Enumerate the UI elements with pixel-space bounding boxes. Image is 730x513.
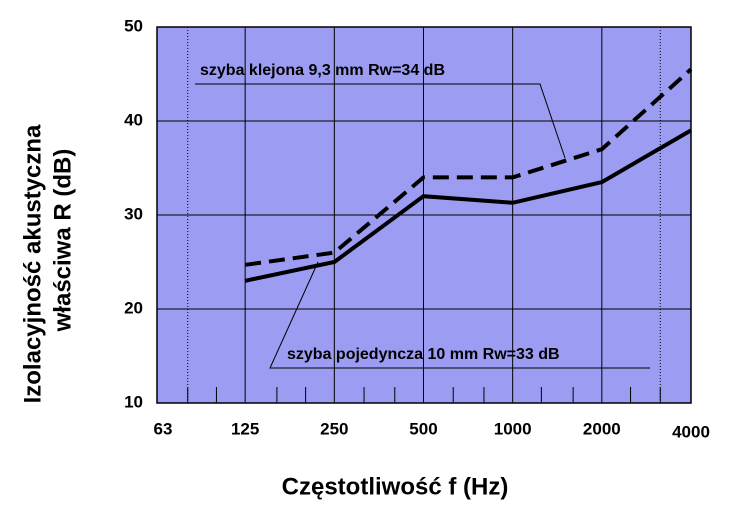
y-tick-label: 10: [124, 392, 143, 411]
x-tick-label: 63: [154, 419, 173, 438]
leader-line: [269, 261, 650, 369]
x-tick-label: 250: [320, 419, 348, 438]
x-tick-label: 2000: [583, 419, 621, 438]
y-tick-label: 40: [124, 110, 143, 129]
series-line: [244, 67, 693, 267]
leader-line: [195, 83, 566, 159]
x-tick-label: 1000: [494, 419, 532, 438]
series-line: [244, 128, 693, 283]
x-tick-label: 4000: [672, 422, 710, 441]
y-axis-label: Izolacyjność akustyczna: [19, 124, 46, 403]
plot-border: [156, 26, 692, 404]
x-tick-label: 500: [409, 419, 437, 438]
series-annotation: szyba pojedyncza 10 mm Rw=33 dB: [287, 346, 560, 363]
y-tick-label: 30: [124, 204, 143, 223]
series-annotation: szyba klejona 9,3 mm Rw=34 dB: [200, 62, 445, 79]
x-axis-label: Częstotliwość f (Hz): [282, 473, 509, 500]
y-axis-label: właściwa R (dB): [49, 149, 76, 333]
x-tick-label: 125: [231, 419, 259, 438]
y-tick-label: 50: [124, 16, 143, 35]
y-tick-label: 20: [124, 298, 143, 317]
